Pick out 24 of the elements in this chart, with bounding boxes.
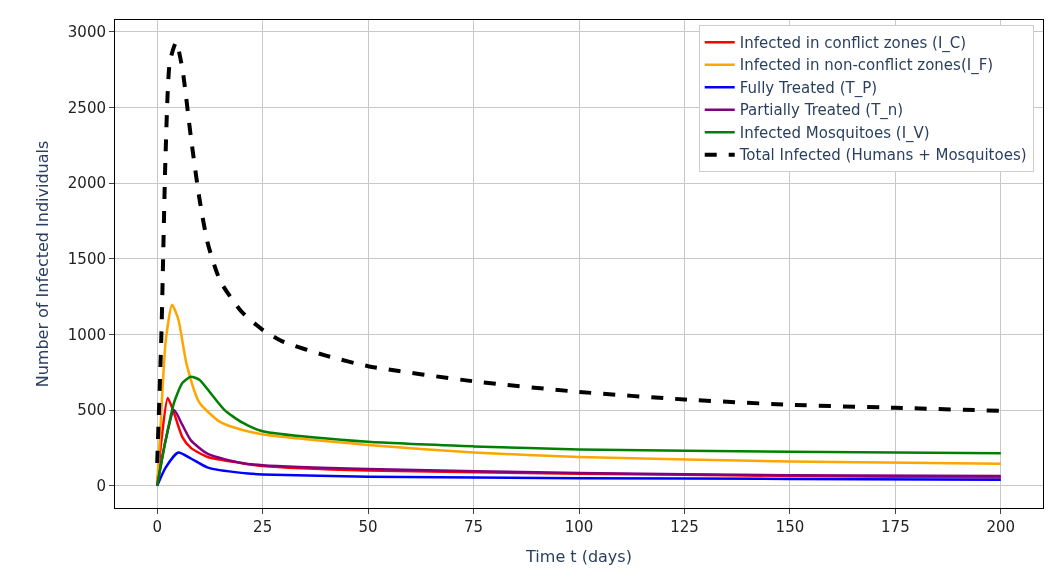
y-axis-title: Number of Infected Individuals	[32, 140, 52, 388]
y-tick-label: 500	[77, 401, 106, 420]
y-tick-label: 3000	[67, 22, 106, 41]
y-tick-label: 2000	[67, 174, 106, 193]
y-tick-label: 0	[96, 477, 106, 495]
y-tick-label: 2500	[67, 98, 106, 117]
x-tick-label: 175	[881, 518, 910, 536]
y-tick-label: 1500	[67, 249, 106, 268]
y-tick-label: 1000	[67, 325, 106, 344]
legend-label: Infected in conflict zones (I_C)	[739, 33, 967, 53]
x-tick-label: 150	[775, 518, 805, 536]
legend-label: Infected Mosquitoes (I_V)	[739, 123, 930, 143]
x-tick-label: 200	[986, 518, 1016, 536]
x-tick-label: 100	[564, 518, 594, 536]
x-tick-label: 25	[253, 518, 273, 536]
x-tick-label: 125	[670, 518, 699, 536]
x-axis-title: Time t (days)	[525, 546, 632, 566]
x-tick-label: 75	[464, 518, 484, 536]
legend-label: Infected in non-conflict zones(I_F)	[739, 56, 994, 76]
x-tick-label: 0	[152, 518, 162, 536]
x-tick-label: 50	[358, 518, 378, 536]
legend-label: Total Infected (Humans + Mosquitoes)	[738, 146, 1027, 165]
legend-label: Fully Treated (T_P)	[739, 78, 878, 98]
legend-label: Partially Treated (T_n)	[739, 101, 904, 121]
